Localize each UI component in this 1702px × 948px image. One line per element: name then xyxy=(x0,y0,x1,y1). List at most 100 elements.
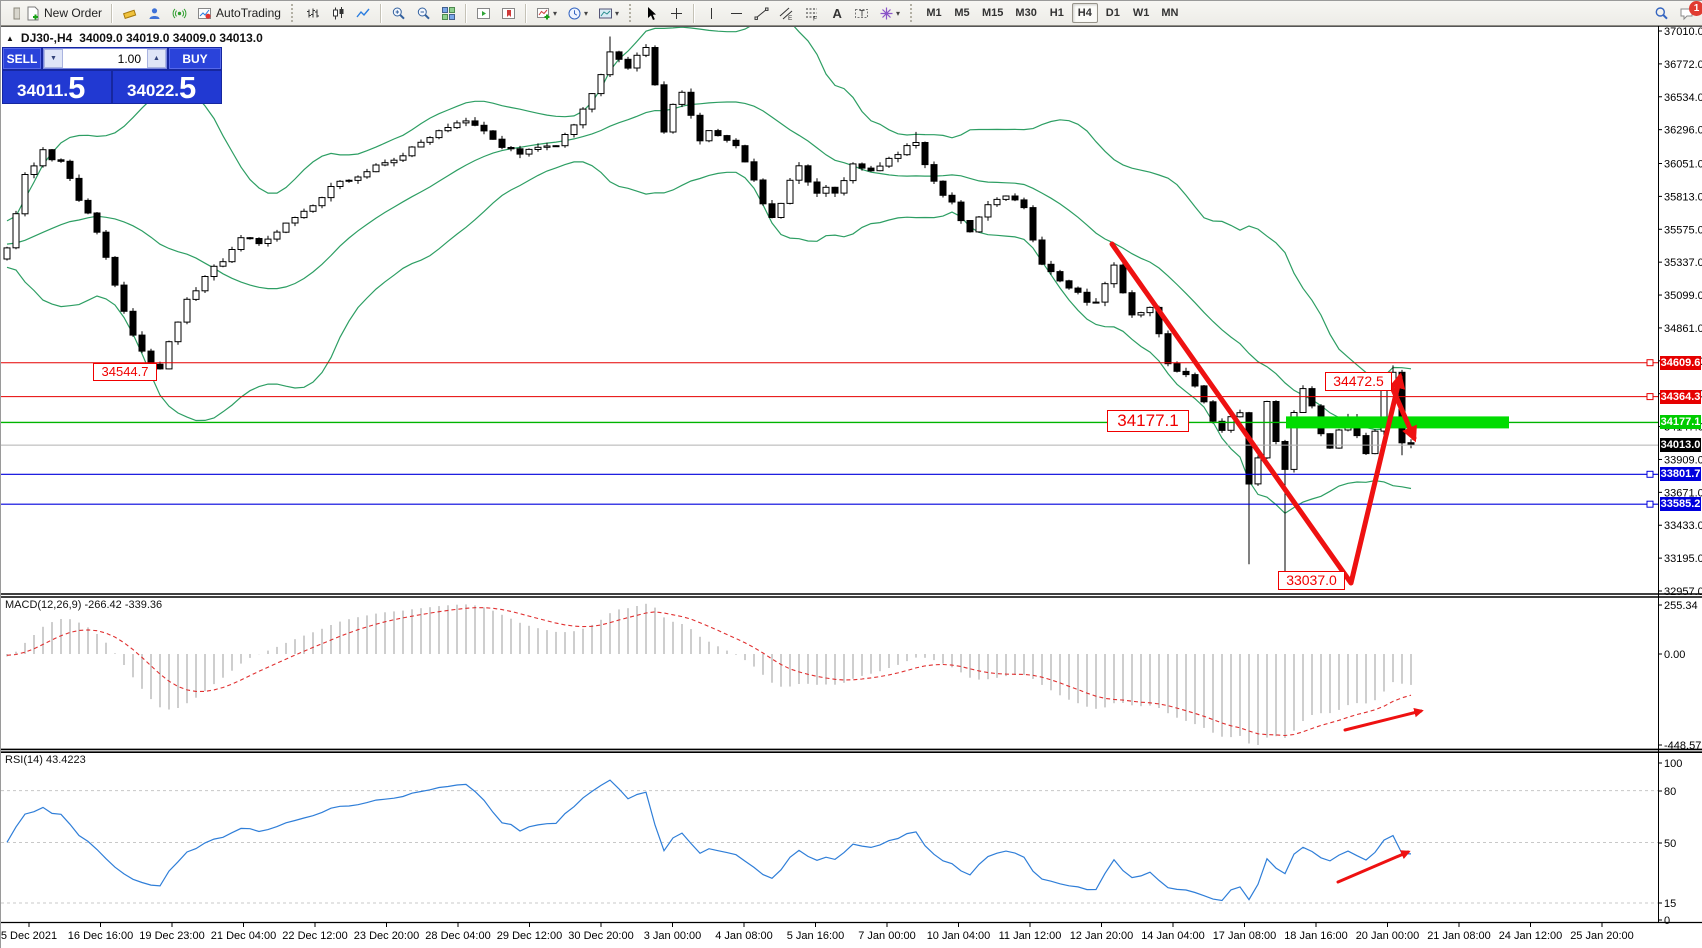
axis-label: 0.00 xyxy=(1664,649,1685,661)
chart-line-button[interactable] xyxy=(351,3,376,24)
time-axis-label: 29 Dec 12:00 xyxy=(497,930,562,942)
chat-button[interactable]: 1 xyxy=(1674,0,1702,24)
axis-label: 35813.0 xyxy=(1664,191,1702,203)
price-tag-34013.0: 34013.0 xyxy=(1660,438,1701,452)
svg-text:F: F xyxy=(813,15,817,21)
timeframe-h1-button[interactable]: H1 xyxy=(1044,3,1070,23)
volume-input[interactable]: 1.00 xyxy=(117,52,141,66)
chart-candles-button[interactable] xyxy=(326,3,351,24)
autotrading-button[interactable]: AutoTrading xyxy=(192,3,286,24)
chevron-down-icon: ▾ xyxy=(614,8,619,18)
time-axis-label: 21 Dec 04:00 xyxy=(211,930,276,942)
price-note-34544.7: 34544.7 xyxy=(93,363,157,381)
shapes-tool-button[interactable]: ▾ xyxy=(874,3,905,24)
search-button[interactable] xyxy=(1649,3,1674,24)
tile-windows-button[interactable] xyxy=(436,3,461,24)
styler-icon xyxy=(123,9,137,19)
community-button[interactable] xyxy=(142,3,167,24)
axis-label: 36534.0 xyxy=(1664,92,1702,104)
time-axis-label: 11 Jan 12:00 xyxy=(999,930,1062,942)
timeframe-mn-button[interactable]: MN xyxy=(1156,3,1183,23)
timeframe-m1-button[interactable]: M1 xyxy=(921,3,947,23)
autotrading-label: AutoTrading xyxy=(216,6,281,20)
indicators-add-icon xyxy=(536,7,550,19)
timeframe-w1-button[interactable]: W1 xyxy=(1128,3,1155,23)
timeframe-h4-button[interactable]: H4 xyxy=(1071,3,1098,23)
trade-controls-row: SELL ▼ 1.00 ▲ BUY xyxy=(3,48,221,69)
rsi-label: RSI(14) 43.4223 xyxy=(5,754,86,766)
cursor-tool-button[interactable] xyxy=(639,3,664,24)
autotrading-icon xyxy=(198,7,212,19)
volume-decrease-button[interactable]: ▼ xyxy=(44,49,63,68)
price-tag-34364.3: 34364.3 xyxy=(1660,390,1701,404)
fibonacci-tool-button[interactable]: F xyxy=(799,3,824,24)
time-axis-label: 28 Dec 04:00 xyxy=(425,930,490,942)
axis-label: 35099.0 xyxy=(1664,290,1702,302)
price-tag-33801.7: 33801.7 xyxy=(1660,467,1701,481)
text-label-tool-button[interactable]: T xyxy=(849,3,874,24)
collapse-triangle-icon[interactable]: ▲ xyxy=(6,33,14,43)
webphone-button[interactable] xyxy=(167,3,192,24)
trade-prices-row: 34011. 5 34022. 5 xyxy=(3,71,221,103)
price-tag-34177.1: 34177.1 xyxy=(1660,415,1701,429)
zoom-out-button[interactable] xyxy=(411,3,436,24)
webphone-icon xyxy=(172,8,187,18)
volume-control: ▼ 1.00 ▲ xyxy=(43,48,167,69)
ohlc-values: 34009.0 34019.0 34009.0 34013.0 xyxy=(79,31,263,45)
price-tag-33585.2: 33585.2 xyxy=(1660,497,1701,511)
buy-button[interactable]: BUY xyxy=(169,48,221,69)
templates-button[interactable]: ▾ xyxy=(593,3,624,24)
crosshair-tool-button[interactable] xyxy=(664,3,689,24)
axis-label: 37010.0 xyxy=(1664,26,1702,38)
new-order-label: New Order xyxy=(44,6,103,20)
time-axis-label: 30 Dec 20:00 xyxy=(568,930,633,942)
periods-button[interactable]: ▾ xyxy=(562,3,593,24)
chevron-down-icon: ▾ xyxy=(552,8,557,18)
equidistant-channel-tool-button[interactable]: E xyxy=(774,3,799,24)
one-click-trading-panel: SELL ▼ 1.00 ▲ BUY 34011. 5 34022. 5 xyxy=(2,47,222,104)
horizontal-line-icon xyxy=(731,12,742,14)
horizontal-line-tool-button[interactable] xyxy=(724,3,749,24)
macd-label: MACD(12,26,9) -266.42 -339.36 xyxy=(5,599,163,611)
zoom-in-button[interactable] xyxy=(386,3,411,24)
time-axis-label: 19 Dec 23:00 xyxy=(139,930,204,942)
styler-button[interactable] xyxy=(117,3,142,24)
time-axis-label: 4 Jan 08:00 xyxy=(715,930,773,942)
axis-label: 36296.0 xyxy=(1664,125,1702,137)
chart-header: ▲ DJ30-,H4 34009.0 34019.0 34009.0 34013… xyxy=(6,31,263,45)
vertical-line-tool-button[interactable] xyxy=(699,3,724,24)
text-tool-button[interactable]: A xyxy=(824,3,849,24)
toolbar-separator xyxy=(693,3,695,23)
axis-label: 35575.0 xyxy=(1664,224,1702,236)
axis-label: 32957.0 xyxy=(1664,586,1702,598)
text-icon: A xyxy=(833,6,843,21)
axis-label: 80 xyxy=(1664,786,1676,798)
timeframe-d1-button[interactable]: D1 xyxy=(1100,3,1126,23)
chart-bars-button[interactable] xyxy=(301,3,326,24)
timeframe-m15-button[interactable]: M15 xyxy=(977,3,1008,23)
time-axis-label: 18 Jan 16:00 xyxy=(1284,930,1348,942)
axis-label: 50 xyxy=(1664,838,1676,850)
axis-label: 15 xyxy=(1664,898,1676,910)
time-axis-label: 10 Jan 04:00 xyxy=(927,930,991,942)
time-axis-label: 20 Jan 00:00 xyxy=(1356,930,1420,942)
fibonacci-icon: F xyxy=(806,8,817,21)
toolbar-separator xyxy=(111,3,114,23)
toolbar-separator xyxy=(524,3,527,23)
templates-icon xyxy=(598,8,612,18)
indicators-button[interactable]: ▾ xyxy=(531,3,562,24)
price-tag-34609.6: 34609.6 xyxy=(1660,356,1701,370)
timeframe-m30-button[interactable]: M30 xyxy=(1010,3,1041,23)
axis-label: 33433.0 xyxy=(1664,520,1702,532)
sell-button[interactable]: SELL xyxy=(3,48,41,69)
trendline-tool-button[interactable] xyxy=(749,3,774,24)
new-order-button[interactable]: New Order xyxy=(20,3,107,24)
symbol-title: DJ30-,H4 xyxy=(20,31,73,45)
timeframe-m5-button[interactable]: M5 xyxy=(949,3,975,23)
volume-increase-button[interactable]: ▲ xyxy=(147,49,166,68)
chart-bars-icon xyxy=(306,8,319,17)
profile-next-button[interactable] xyxy=(471,3,496,24)
profile-mark-button[interactable] xyxy=(496,3,521,24)
time-axis-label: 5 Jan 16:00 xyxy=(787,930,845,942)
